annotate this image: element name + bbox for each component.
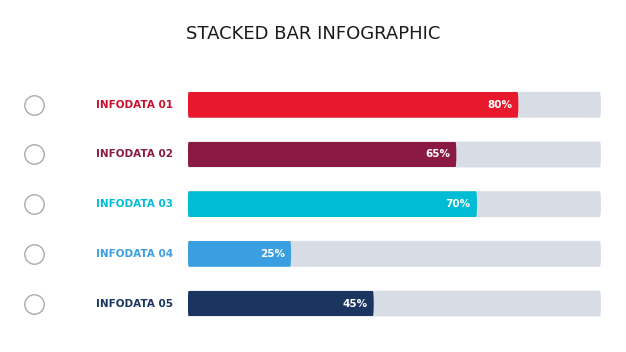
FancyBboxPatch shape <box>188 92 518 118</box>
FancyBboxPatch shape <box>188 191 477 217</box>
FancyBboxPatch shape <box>188 291 601 316</box>
FancyBboxPatch shape <box>188 291 374 316</box>
Text: 45%: 45% <box>342 298 367 309</box>
FancyBboxPatch shape <box>188 142 601 168</box>
Text: INFODATA 05: INFODATA 05 <box>96 298 173 309</box>
Text: INFODATA 04: INFODATA 04 <box>96 249 173 259</box>
FancyBboxPatch shape <box>188 191 601 217</box>
Text: INFODATA 03: INFODATA 03 <box>96 199 173 209</box>
Text: 70%: 70% <box>446 199 471 209</box>
Text: 25%: 25% <box>260 249 285 259</box>
FancyBboxPatch shape <box>188 92 601 118</box>
Text: 80%: 80% <box>487 100 512 110</box>
Text: 65%: 65% <box>425 150 450 159</box>
Text: STACKED BAR INFOGRAPHIC: STACKED BAR INFOGRAPHIC <box>186 25 440 43</box>
FancyBboxPatch shape <box>188 241 291 267</box>
FancyBboxPatch shape <box>188 241 601 267</box>
Text: INFODATA 02: INFODATA 02 <box>96 150 173 159</box>
Text: INFODATA 01: INFODATA 01 <box>96 100 173 110</box>
FancyBboxPatch shape <box>188 142 456 168</box>
